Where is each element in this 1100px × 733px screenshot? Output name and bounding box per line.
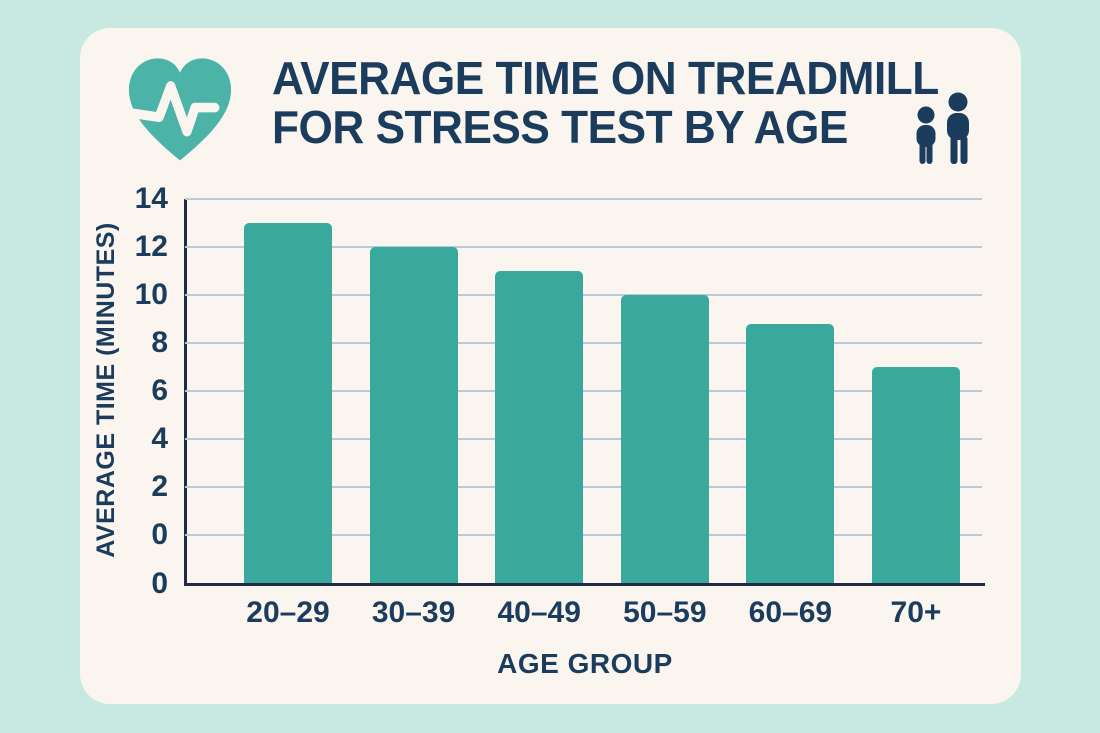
gridline-4 xyxy=(185,437,982,440)
pulse-line xyxy=(122,81,220,137)
x-tick-label-20-29: 20–29 xyxy=(246,596,330,629)
gridline-0 xyxy=(185,533,982,536)
gridline-14 xyxy=(185,198,982,201)
bar-70+ xyxy=(872,366,960,583)
infographic-card: AVERAGE TIME ON TREADMILL FOR STRESS TES… xyxy=(80,28,1021,704)
x-tick-label-30-39: 30–39 xyxy=(371,596,456,629)
bar-40-49 xyxy=(495,271,584,583)
y-tick-label-6: 6 xyxy=(151,373,168,407)
gridline-6 xyxy=(185,389,982,392)
y-tick-label-8: 8 xyxy=(151,325,168,359)
page-title: AVERAGE TIME ON TREADMILL FOR STRESS TES… xyxy=(272,52,939,153)
person-small-icon xyxy=(916,106,936,164)
title-line-1: AVERAGE TIME ON TREADMILL xyxy=(272,52,939,104)
y-tick-label-4: 4 xyxy=(151,421,168,455)
gridline-10 xyxy=(185,294,982,296)
bar-20-29 xyxy=(244,223,332,583)
x-axis-line xyxy=(184,583,985,586)
y-tick-label-baseline-0: 0 xyxy=(151,567,168,600)
bar-60-69 xyxy=(746,323,835,583)
gridline-2 xyxy=(185,485,982,488)
y-tick-label-0: 0 xyxy=(151,517,168,551)
two-people-icon xyxy=(913,92,975,170)
y-tick-label-12: 12 xyxy=(134,230,168,264)
x-tick-label-70+: 70+ xyxy=(890,596,942,629)
gridline-12 xyxy=(185,246,982,249)
chart: AVERAGE TIME (MINUTES) AGE GROUP 14 12 10 8… xyxy=(80,28,1021,704)
x-tick-label-50-59: 50–59 xyxy=(623,596,707,629)
x-tick-label-40-49: 40–49 xyxy=(497,596,581,629)
y-axis-line xyxy=(184,199,187,586)
y-tick-label-14: 14 xyxy=(134,182,168,216)
person-large-icon xyxy=(947,92,969,164)
bar-30-39 xyxy=(369,247,458,583)
title-line-2: FOR STRESS TEST BY AGE xyxy=(272,101,848,153)
y-tick-label-2: 2 xyxy=(151,469,168,503)
x-axis-title: AGE GROUP xyxy=(497,648,673,679)
gridline-8 xyxy=(185,341,982,344)
y-tick-label-10: 10 xyxy=(134,278,168,311)
bar-50-59 xyxy=(620,295,709,583)
heart-pulse-icon xyxy=(122,50,238,170)
x-tick-label-60-69: 60–69 xyxy=(748,596,833,629)
